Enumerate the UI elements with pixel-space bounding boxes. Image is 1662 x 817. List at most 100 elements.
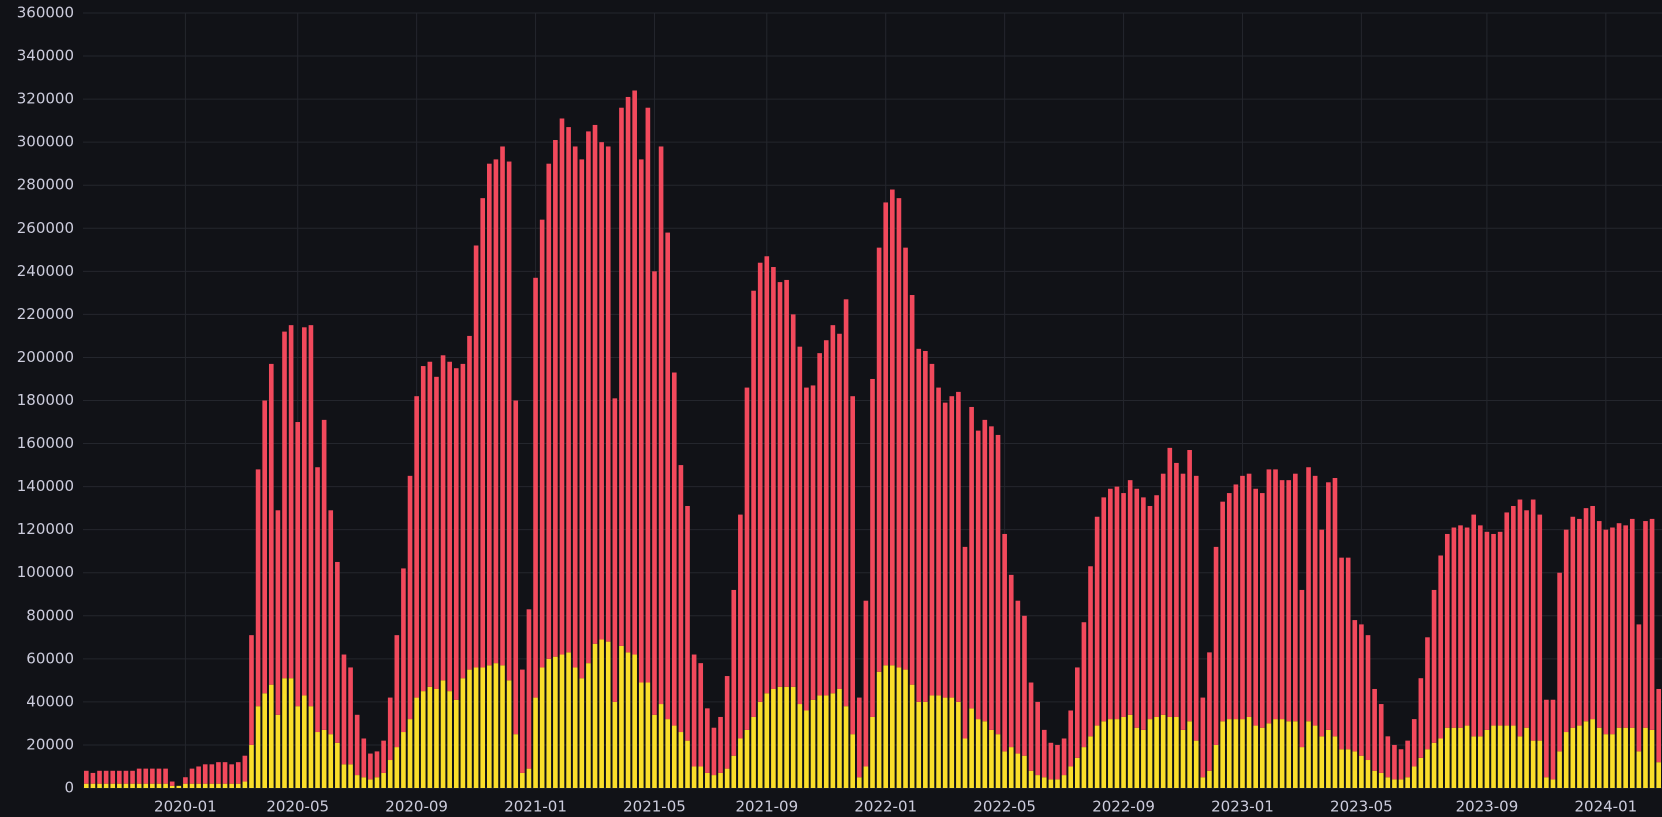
bar-segment xyxy=(850,396,855,735)
bar-segment xyxy=(1530,499,1536,741)
bar-segment xyxy=(658,146,664,705)
y-tick-label: 100000 xyxy=(17,563,74,581)
bar-segment xyxy=(784,686,789,788)
bar-segment xyxy=(1563,732,1569,788)
bar-segment xyxy=(136,768,142,784)
x-tick-label: 2020-05 xyxy=(266,798,329,816)
y-tick-label: 60000 xyxy=(26,649,74,667)
y-tick-label: 20000 xyxy=(26,735,74,753)
bar-segment xyxy=(83,783,89,788)
bar-segment xyxy=(235,762,241,784)
bar-segment xyxy=(658,704,664,788)
bar-segment xyxy=(1392,779,1397,788)
bar-segment xyxy=(870,716,875,788)
bar-segment xyxy=(1438,738,1443,788)
bar-segment xyxy=(804,710,809,788)
bar-segment xyxy=(1108,719,1113,788)
bar-segment xyxy=(526,768,532,788)
bar-segment xyxy=(1616,523,1622,728)
bar-segment xyxy=(738,738,743,788)
bar-segment xyxy=(1596,727,1602,788)
bar-segment xyxy=(1405,777,1410,788)
bar-segment xyxy=(500,665,505,788)
bar-segment xyxy=(685,505,690,741)
bar-segment xyxy=(982,721,988,788)
bar-segment xyxy=(1074,667,1080,758)
bar-segment xyxy=(282,678,287,788)
bar-segment xyxy=(1061,775,1067,788)
bar-segment xyxy=(150,768,155,784)
bar-segment xyxy=(1656,762,1662,788)
bar-segment xyxy=(434,688,439,788)
bar-segment xyxy=(553,140,558,657)
x-tick-label: 2020-01 xyxy=(154,798,217,816)
bar-segment xyxy=(962,546,968,739)
bar-segment xyxy=(328,734,334,788)
y-tick-label: 140000 xyxy=(17,477,74,495)
bar-segment xyxy=(1240,719,1245,788)
bar-segment xyxy=(1002,751,1007,788)
bar-segment xyxy=(1411,766,1417,788)
bar-segment xyxy=(493,663,499,788)
y-tick-label: 320000 xyxy=(17,90,74,108)
bar-segment xyxy=(1332,736,1338,788)
bar-segment xyxy=(579,678,585,788)
bar-segment xyxy=(1431,589,1437,743)
bar-segment xyxy=(1028,682,1034,771)
bar-segment xyxy=(387,760,393,788)
bar-segment xyxy=(1306,467,1311,722)
bar-segment xyxy=(1068,710,1074,767)
bar-segment xyxy=(711,727,717,776)
bar-segment xyxy=(645,107,651,683)
bar-segment xyxy=(235,783,241,788)
bar-segment xyxy=(103,770,109,784)
layer: 0 20000 40000 60000 80000 100000 120000 140000 1… xyxy=(17,4,1637,816)
bar-segment xyxy=(255,706,261,788)
bar-segment xyxy=(599,639,604,788)
bar-segment xyxy=(731,755,737,788)
bar-segment xyxy=(1293,473,1298,722)
bar-segment xyxy=(1160,714,1166,788)
bar-segment xyxy=(605,641,611,788)
bar-segment xyxy=(302,695,307,788)
bar-segment xyxy=(1035,701,1040,776)
bar-segment xyxy=(169,785,175,788)
bar-segment xyxy=(790,314,796,687)
x-tick-label: 2020-09 xyxy=(385,798,448,816)
bar-segment xyxy=(1141,497,1146,730)
bar-segment xyxy=(685,740,690,788)
bar-segment xyxy=(1220,721,1225,788)
bar-segment xyxy=(1629,518,1635,728)
bar-segment xyxy=(843,299,849,707)
bar-segment xyxy=(1623,525,1628,728)
bar-segment xyxy=(890,189,895,666)
bar-segment xyxy=(341,654,347,765)
bar-segment xyxy=(850,734,855,788)
bar-segment xyxy=(1339,749,1344,788)
bar-segment xyxy=(1590,505,1595,720)
bar-segment xyxy=(1577,725,1582,788)
bar-segment xyxy=(1002,533,1007,752)
bar-segment xyxy=(1583,508,1589,722)
bar-segment xyxy=(414,396,419,698)
bar-segment xyxy=(1213,744,1219,788)
bar-segment xyxy=(453,699,459,788)
bar-segment xyxy=(1081,747,1087,788)
bar-segment xyxy=(896,198,902,668)
bar-segment xyxy=(632,654,637,788)
bar-segment xyxy=(1233,484,1239,720)
bar-segment xyxy=(698,663,704,767)
bar-segment xyxy=(1359,624,1364,756)
y-tick-label: 220000 xyxy=(17,305,74,323)
bar-segment xyxy=(671,725,677,788)
bar-segment xyxy=(837,333,842,689)
bar-segment xyxy=(1610,527,1615,735)
bar-segment xyxy=(1352,751,1358,788)
bar-segment xyxy=(1187,450,1192,722)
bar-segment xyxy=(222,783,228,788)
bar-segment xyxy=(923,701,928,788)
x-tick-label: 2022-09 xyxy=(1092,798,1155,816)
y-tick-label: 180000 xyxy=(17,391,74,409)
bar-segment xyxy=(1497,725,1503,788)
bar-segment xyxy=(1213,546,1219,745)
